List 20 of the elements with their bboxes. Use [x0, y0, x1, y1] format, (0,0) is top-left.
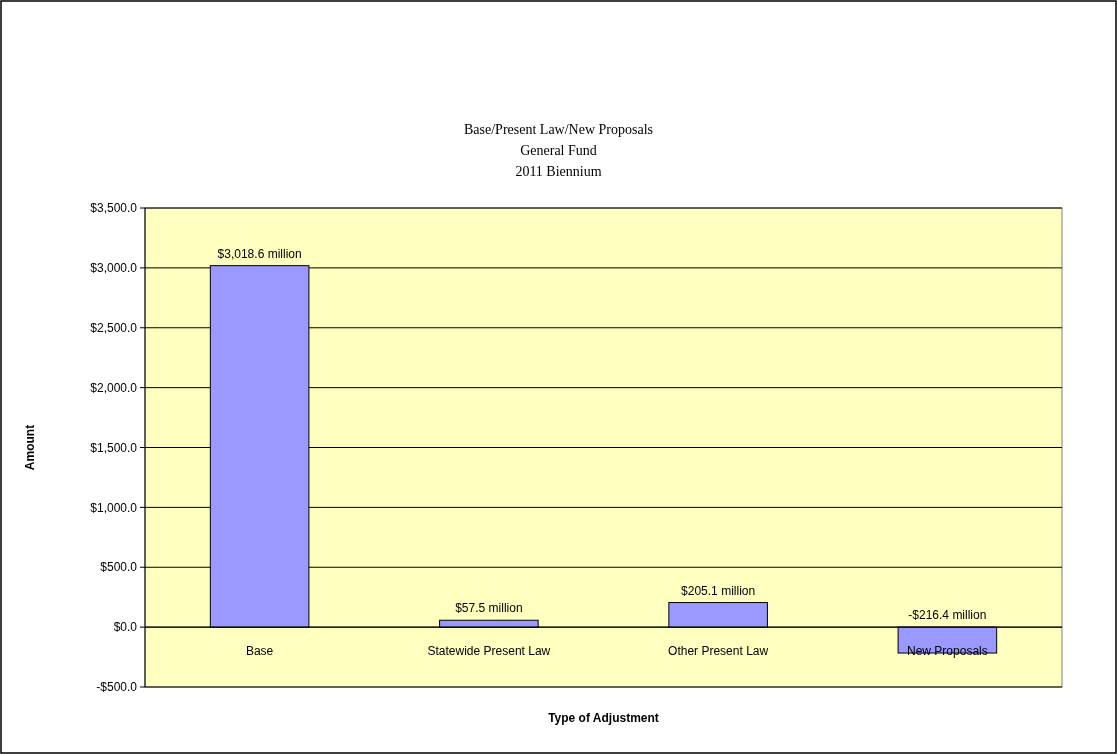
x-axis-title: Type of Adjustment	[548, 711, 659, 725]
x-tick-label: Statewide Present Law	[427, 644, 551, 659]
chart-title: Base/Present Law/New Proposals	[464, 122, 653, 137]
y-axis-title: Amount	[23, 424, 37, 471]
y-tick-label: $3,500.0	[90, 201, 138, 216]
data-label: $3,018.6 million	[217, 246, 302, 261]
y-tick-label: -$500.0	[96, 680, 138, 695]
y-tick-label: $1,500.0	[90, 440, 138, 455]
data-label: $57.5 million	[455, 601, 523, 616]
y-tick-label: $500.0	[100, 560, 138, 575]
y-tick-label: $2,000.0	[90, 380, 138, 395]
y-tick-label: $0.0	[113, 620, 138, 635]
x-tick-label: Base	[245, 644, 274, 659]
x-tick-label: Other Present Law	[668, 644, 769, 659]
y-tick-label: $1,000.0	[90, 500, 138, 515]
data-label: $205.1 million	[681, 583, 756, 598]
y-tick-label: $3,000.0	[90, 261, 138, 276]
chart-subtitle: General Fund 2011 Biennium	[515, 143, 602, 179]
y-tick-label: $2,500.0	[90, 320, 138, 335]
data-label: -$216.4 million	[908, 608, 987, 623]
